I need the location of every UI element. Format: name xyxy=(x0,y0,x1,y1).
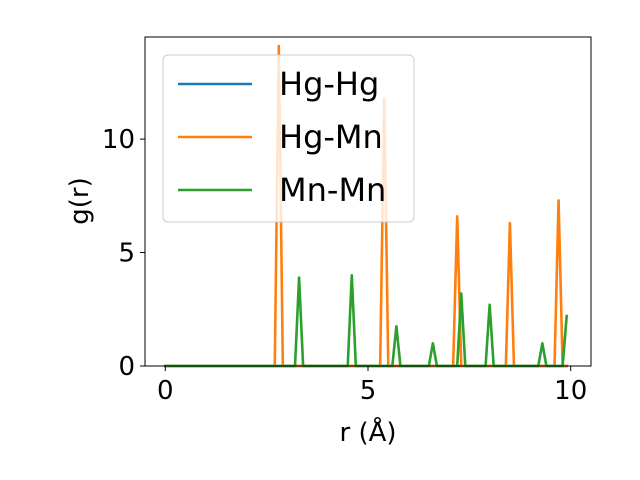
x-tick-label: 5 xyxy=(360,376,377,406)
legend-label: Hg-Hg xyxy=(279,65,379,103)
legend-label: Hg-Mn xyxy=(279,118,383,156)
x-axis-label: r (Å) xyxy=(339,416,396,448)
legend-box xyxy=(162,54,415,223)
y-axis-label: g(r) xyxy=(65,177,95,224)
legend: Hg-Hg Hg-Mn Mn-Mn xyxy=(162,54,415,223)
legend-label: Mn-Mn xyxy=(279,171,386,209)
x-axis-ticks: 0 5 10 xyxy=(157,366,587,406)
x-tick-label: 0 xyxy=(157,376,174,406)
x-tick-label: 10 xyxy=(554,376,587,406)
y-tick-label: 0 xyxy=(118,352,135,382)
y-tick-label: 10 xyxy=(102,125,135,155)
y-tick-label: 5 xyxy=(118,239,135,269)
y-axis-ticks: 0 5 10 xyxy=(102,125,145,382)
series-line-hg-mn xyxy=(163,44,568,368)
